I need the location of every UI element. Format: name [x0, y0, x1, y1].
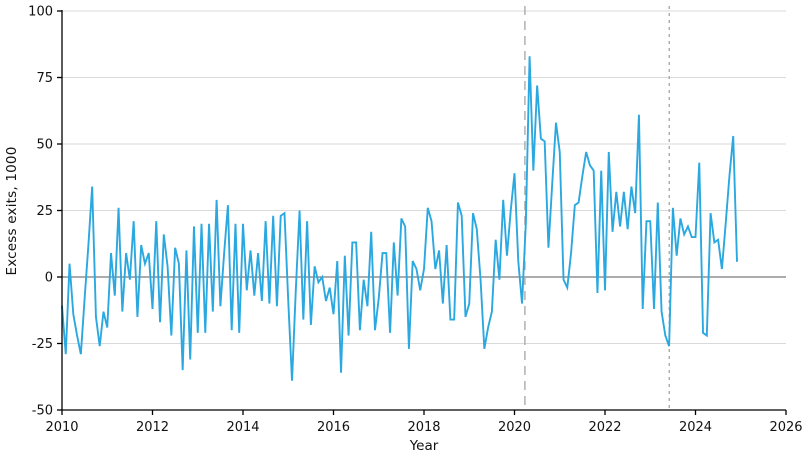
x-tick-label-2010: 2010 — [45, 420, 78, 435]
x-axis-title: Year — [409, 438, 439, 454]
x-tick-label-2018: 2018 — [407, 420, 440, 435]
x-tick-label-2014: 2014 — [226, 420, 259, 435]
y-tick-label-0: 0 — [45, 271, 53, 286]
y-tick-label--25: -25 — [32, 337, 53, 352]
series-excess-exits — [61, 56, 738, 381]
y-tick-label-50: 50 — [36, 138, 53, 153]
y-tick-label-75: 75 — [36, 71, 53, 86]
x-tick-label-2026: 2026 — [769, 420, 802, 435]
x-tick-label-2024: 2024 — [679, 420, 712, 435]
y-tick-label-100: 100 — [28, 5, 53, 20]
x-tick-label-2020: 2020 — [498, 420, 531, 435]
y-tick-label-25: 25 — [36, 204, 53, 219]
y-axis-title: Excess exits, 1000 — [4, 146, 20, 276]
x-tick-label-2012: 2012 — [136, 420, 169, 435]
x-tick-label-2022: 2022 — [588, 420, 621, 435]
x-tick-label-2016: 2016 — [317, 420, 350, 435]
y-tick-label--50: -50 — [32, 404, 53, 419]
